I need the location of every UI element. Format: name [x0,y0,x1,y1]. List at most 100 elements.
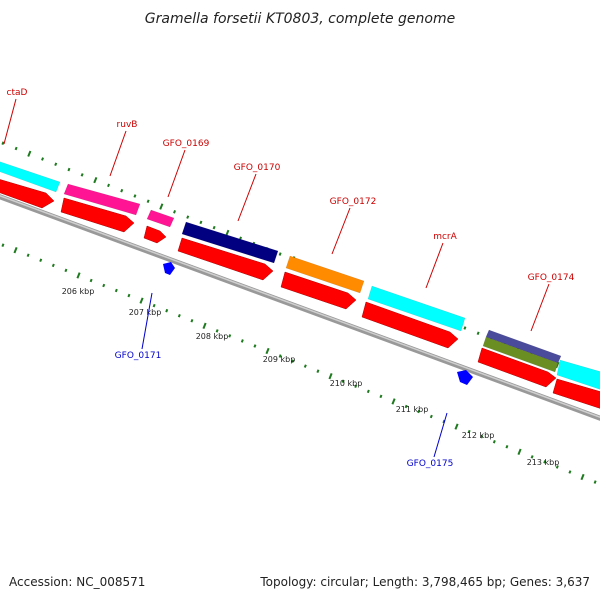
callout-line [530,283,550,332]
gene-GFO_0172-bar [285,255,365,294]
outer-tick [67,167,71,172]
inner-tick [177,313,181,318]
inner-tick [429,414,433,419]
outer-tick [212,225,216,230]
inner-tick [492,439,496,444]
outer-tick [14,146,18,151]
outer-tick [278,252,282,256]
inner-tick [89,278,93,283]
gene-edge-bar [556,359,600,390]
inner-tick [139,297,144,304]
callout-line [3,98,17,145]
gene-GFO_0175-marker [457,370,473,385]
outer-tick [225,229,230,237]
cds-arrow-mcrA [361,301,459,349]
inner-tick [417,409,421,414]
inner-tick [354,384,358,389]
outer-tick [463,326,467,330]
cds-arrow-GFO_0170 [177,237,274,281]
inner-tick [404,404,408,409]
outer-tick [80,173,84,177]
inner-tick [580,473,585,481]
inner-tick [543,460,547,464]
backbone-line [0,194,600,421]
cds-arrow-GFO_0169 [143,225,167,244]
gene-label: ruvB [117,120,138,130]
outer-tick [93,176,98,184]
callout-line [237,173,257,222]
cds-arrow-GFO_0174 [477,347,557,388]
cds-arrow-edge [552,378,600,409]
gene-label: mcrA [433,232,457,242]
inner-tick [303,364,307,368]
inner-tick [102,283,106,288]
inner-tick [240,339,244,343]
outer-tick [27,150,32,157]
inner-tick [215,329,219,333]
inner-tick [39,258,43,263]
inner-tick [517,448,522,455]
inner-tick [467,429,471,434]
inner-tick [13,247,18,254]
gene-ruvB-bar [63,183,141,216]
outer-tick [173,210,177,214]
gene-label: GFO_0171 [115,351,162,361]
gene-mcrA-bar [367,285,466,332]
gene-label: GFO_0174 [528,273,575,283]
gene-ctaD-bar [0,161,61,193]
gene-GFO_0174-olive-bar [482,336,559,373]
inner-tick [454,423,459,430]
outer-tick [41,157,45,161]
inner-tick [480,434,484,439]
scale-label: 208 kbp [196,332,229,341]
gene-label: GFO_0170 [234,163,281,173]
gene-GFO_0171-marker [163,262,175,275]
cds-arrow-ctaD [0,179,55,209]
inner-tick [253,344,257,348]
scale-label: 210 kbp [330,379,363,388]
outer-tick [1,141,5,145]
scale-label: 206 kbp [62,287,95,296]
gene-label: GFO_0172 [330,197,377,207]
cds-arrow-GFO_0172 [280,271,357,310]
backbone-stroke [0,194,600,421]
backbone-highlight [0,195,600,418]
inner-tick [328,373,333,380]
inner-tick [555,465,559,469]
inner-tick [51,263,55,268]
inner-tick [291,359,295,363]
inner-tick [593,480,597,484]
scale-label: 209 kbp [263,355,296,364]
inner-tick [505,445,509,449]
inner-tick [202,322,207,329]
inner-tick [165,308,169,313]
inner-tick [341,379,345,384]
inner-tick [127,293,131,298]
callout-line [109,130,127,177]
outer-tick [476,331,480,336]
inner-tick [391,398,396,405]
inner-tick [379,394,383,399]
map-title: Gramella forsetii KT0803, complete genom… [145,11,455,27]
scale-labels: 206 kbp 207 kbp 208 kbp 209 kbp 210 kbp 211 k… [62,287,560,467]
inner-tick [114,288,118,293]
inner-tick [1,243,5,247]
accession-text: Accession: NC_008571 [9,575,145,589]
outer-tick [146,199,150,204]
outer-tick [107,183,111,188]
scale-label: 212 kbp [462,431,495,440]
callout-line [141,292,153,350]
genome-summary-text: Topology: circular; Length: 3,798,465 bp… [259,575,590,589]
inner-tick-marks [1,243,597,484]
gene-label: GFO_0169 [163,139,210,149]
inner-tick [190,319,194,323]
callout-line [433,412,448,458]
scale-label: 213 kbp [527,458,560,467]
inner-tick [265,347,270,355]
gene-callouts: ctaD ruvB GFO_0169 GFO_0170 GFO_0172 mcrA GFO_… [3,88,575,469]
outer-tick [199,220,203,225]
cds-arrow-ruvB [60,197,135,233]
inner-tick [76,272,81,279]
outer-tick [133,194,137,198]
